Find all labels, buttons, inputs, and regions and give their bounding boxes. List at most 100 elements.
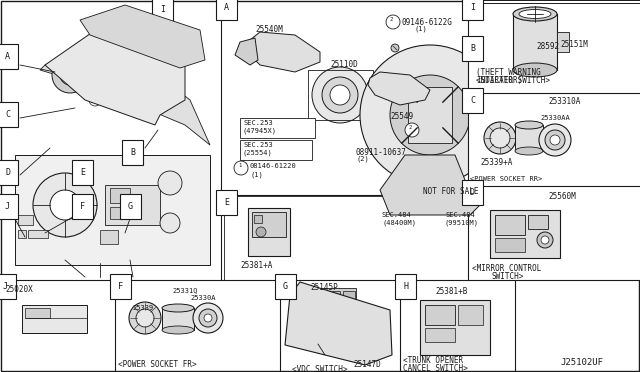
Text: B: B — [470, 44, 475, 53]
Text: <MIRROR CONTROL: <MIRROR CONTROL — [472, 264, 541, 273]
Text: 25549: 25549 — [390, 112, 413, 121]
Circle shape — [204, 314, 212, 322]
Circle shape — [391, 44, 399, 52]
Bar — [240, 118, 315, 138]
Polygon shape — [40, 40, 210, 145]
Polygon shape — [80, 5, 205, 68]
Bar — [513, 14, 557, 70]
Bar — [308, 70, 373, 120]
Circle shape — [158, 171, 182, 195]
Circle shape — [136, 309, 154, 327]
Text: C: C — [470, 96, 475, 105]
Circle shape — [33, 173, 97, 237]
Bar — [248, 208, 290, 256]
Circle shape — [539, 124, 571, 156]
Bar — [465, 185, 495, 210]
Circle shape — [490, 128, 510, 148]
Circle shape — [490, 33, 514, 57]
Text: 25540M: 25540M — [255, 25, 283, 34]
Bar — [425, 305, 455, 325]
Text: I: I — [160, 5, 165, 14]
Bar — [28, 230, 48, 238]
Text: 25145P: 25145P — [310, 283, 338, 292]
Bar — [110, 188, 130, 203]
Bar — [420, 185, 505, 202]
Ellipse shape — [513, 7, 557, 21]
Text: D: D — [5, 168, 10, 177]
Circle shape — [50, 190, 80, 220]
Bar — [425, 328, 455, 342]
Text: E: E — [80, 168, 85, 177]
Polygon shape — [235, 38, 258, 65]
Bar — [254, 215, 262, 223]
Bar — [515, 125, 543, 151]
Polygon shape — [45, 20, 185, 125]
Bar — [100, 230, 118, 244]
Ellipse shape — [519, 10, 551, 19]
Circle shape — [193, 303, 223, 333]
Text: J25102UF: J25102UF — [560, 358, 603, 367]
Text: SEC.484: SEC.484 — [445, 212, 475, 218]
Circle shape — [541, 236, 549, 244]
Text: <POWER SOCKET FR>: <POWER SOCKET FR> — [118, 360, 196, 369]
Text: 25339+A: 25339+A — [480, 158, 513, 167]
Text: 25020X: 25020X — [5, 285, 33, 294]
Circle shape — [145, 70, 165, 90]
Bar — [408, 87, 452, 143]
Text: F: F — [118, 282, 123, 291]
Ellipse shape — [162, 304, 194, 312]
Bar — [468, 93, 640, 186]
Circle shape — [52, 57, 88, 93]
Bar — [528, 215, 548, 229]
Polygon shape — [380, 155, 480, 215]
Circle shape — [314, 336, 322, 344]
Text: I: I — [470, 3, 475, 12]
Circle shape — [360, 45, 500, 185]
Circle shape — [153, 98, 167, 112]
Circle shape — [550, 135, 560, 145]
Bar — [325, 291, 340, 301]
Text: G: G — [283, 282, 288, 291]
Circle shape — [60, 65, 80, 85]
Circle shape — [472, 182, 488, 198]
Text: <VDC SWITCH>: <VDC SWITCH> — [292, 365, 348, 372]
Text: <POWER SOCKET RR>: <POWER SOCKET RR> — [470, 176, 542, 182]
Text: B: B — [130, 148, 135, 157]
Bar — [468, 3, 640, 93]
Circle shape — [129, 302, 161, 334]
Bar — [420, 300, 490, 355]
Text: 25339: 25339 — [132, 305, 153, 311]
Circle shape — [199, 309, 217, 327]
Text: 2: 2 — [390, 17, 393, 22]
Bar — [22, 305, 87, 333]
Text: 25381+A: 25381+A — [240, 261, 273, 270]
Text: 25381+B: 25381+B — [435, 287, 467, 296]
Text: 08911-10637: 08911-10637 — [356, 148, 407, 157]
Ellipse shape — [515, 121, 543, 129]
Text: 09146-6122G: 09146-6122G — [402, 18, 453, 27]
Text: 1: 1 — [238, 163, 241, 168]
Circle shape — [405, 123, 419, 137]
Text: <TRUNK OPENER: <TRUNK OPENER — [403, 356, 463, 365]
Bar — [15, 155, 210, 265]
Bar — [18, 215, 33, 225]
Circle shape — [234, 161, 248, 175]
Polygon shape — [285, 282, 392, 365]
Text: INDICATOR): INDICATOR) — [476, 76, 522, 85]
Text: J: J — [3, 282, 8, 291]
Text: D: D — [470, 188, 475, 197]
Bar — [162, 308, 194, 330]
Circle shape — [322, 77, 358, 113]
Bar — [224, 196, 468, 280]
Circle shape — [107, 47, 123, 63]
Text: C: C — [5, 110, 10, 119]
Text: F: F — [80, 202, 85, 211]
Text: H: H — [403, 282, 408, 291]
Circle shape — [330, 85, 350, 105]
Bar — [110, 207, 130, 219]
Circle shape — [412, 97, 448, 133]
Circle shape — [312, 67, 368, 123]
Circle shape — [480, 23, 524, 67]
Bar — [25, 308, 50, 318]
Text: 25331Q: 25331Q — [172, 287, 198, 293]
